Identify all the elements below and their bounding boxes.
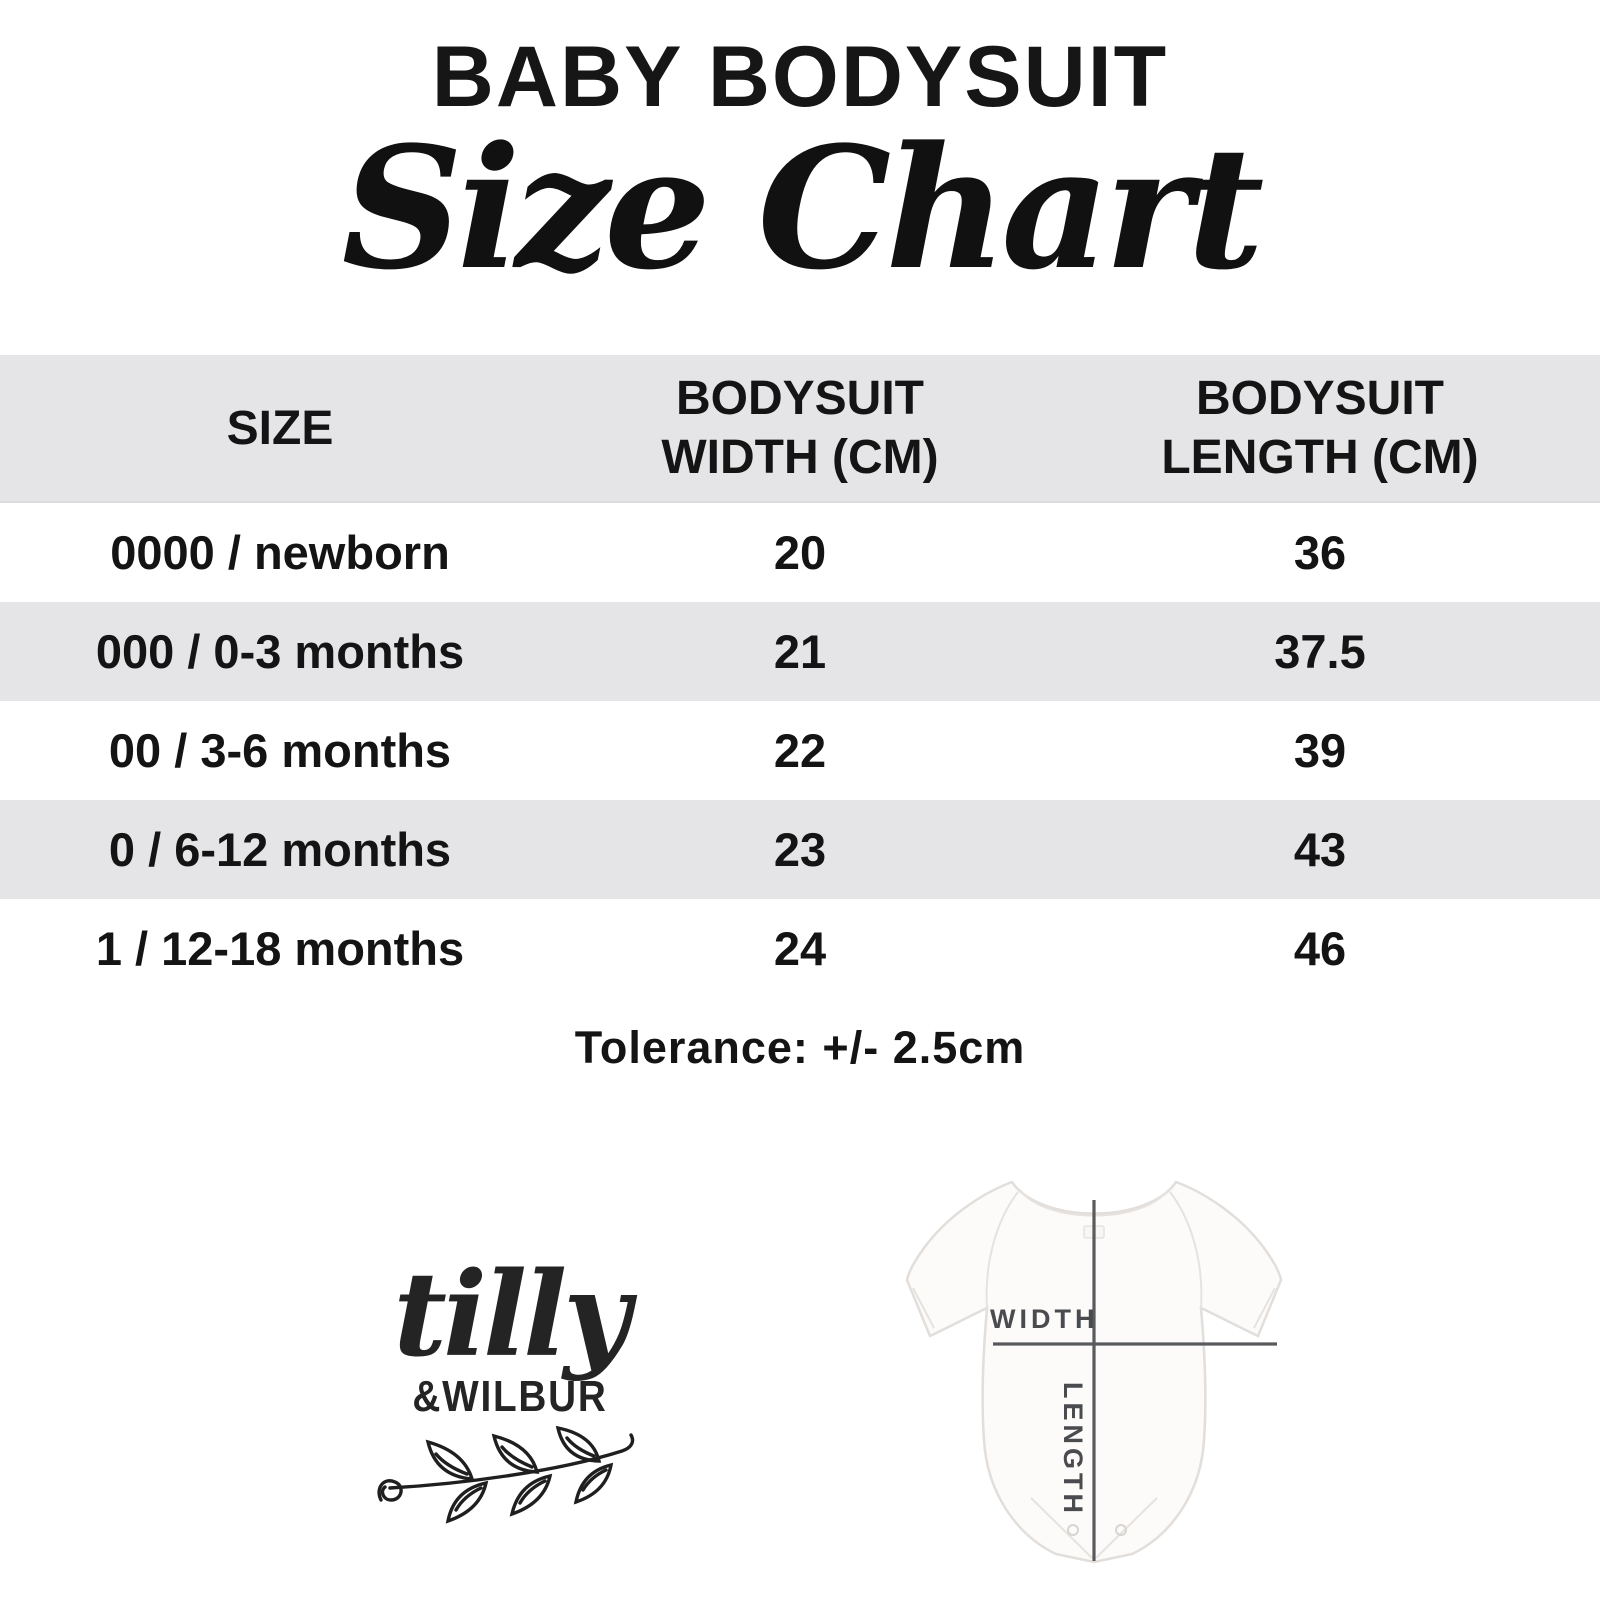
column-header-width: BODYSUIT WIDTH (CM): [560, 369, 1040, 487]
brand-name-caps: &WILBUR: [412, 1371, 608, 1421]
width-cell: 20: [773, 526, 827, 579]
size-cell: 000 / 0-3 months: [95, 625, 465, 678]
page-title: BABY BODYSUIT: [431, 29, 1169, 125]
table-header-row: SIZE BODYSUIT WIDTH (CM) BODYSUIT LENGTH…: [0, 355, 1600, 503]
page-subtitle-script: Size Chart: [341, 109, 1265, 307]
brand-name-script: tilly: [393, 1247, 630, 1383]
length-cell: 46: [1293, 922, 1347, 975]
size-cell: 0 / 6-12 months: [108, 823, 452, 876]
size-cell: 00 / 3-6 months: [108, 724, 452, 777]
table-row: 0000 / newborn 20 36: [0, 503, 1600, 602]
width-cell: 24: [773, 922, 827, 975]
size-cell: 0000 / newborn: [110, 526, 450, 579]
length-cell: 37.5: [1274, 625, 1366, 678]
table-row: 000 / 0-3 months 21 37.5: [0, 602, 1600, 701]
column-header-size-label: SIZE: [226, 401, 334, 455]
size-cell: 1 / 12-18 months: [95, 922, 465, 975]
table-row: 0 / 6-12 months 23 43: [0, 800, 1600, 899]
column-header-size: SIZE: [0, 399, 560, 458]
column-header-width-line1: BODYSUIT: [675, 372, 924, 425]
width-measure-label: WIDTH: [990, 1304, 1099, 1334]
column-header-width-line2: WIDTH (CM): [661, 431, 939, 484]
table-row: 00 / 3-6 months 22 39: [0, 701, 1600, 800]
column-header-length-line2: LENGTH (CM): [1161, 431, 1479, 484]
tolerance-note: Tolerance: +/- 2.5cm: [574, 1022, 1026, 1073]
bodysuit-measurement-diagram: WIDTH LENGTH: [880, 1140, 1300, 1600]
length-cell: 36: [1293, 526, 1347, 579]
length-measure-label: LENGTH: [1058, 1382, 1088, 1517]
laurel-branch-icon: [355, 1425, 665, 1531]
length-cell: 43: [1293, 823, 1347, 876]
brand-logo: tilly &WILBUR: [355, 1247, 665, 1531]
bodysuit-illustration: [905, 1180, 1283, 1564]
size-table: SIZE BODYSUIT WIDTH (CM) BODYSUIT LENGTH…: [0, 355, 1600, 998]
width-cell: 21: [773, 625, 827, 678]
width-cell: 23: [773, 823, 827, 876]
width-cell: 22: [773, 724, 827, 777]
column-header-length-line1: BODYSUIT: [1195, 372, 1444, 425]
length-cell: 39: [1293, 724, 1347, 777]
column-header-length: BODYSUIT LENGTH (CM): [1040, 369, 1600, 487]
table-row: 1 / 12-18 months 24 46: [0, 899, 1600, 998]
